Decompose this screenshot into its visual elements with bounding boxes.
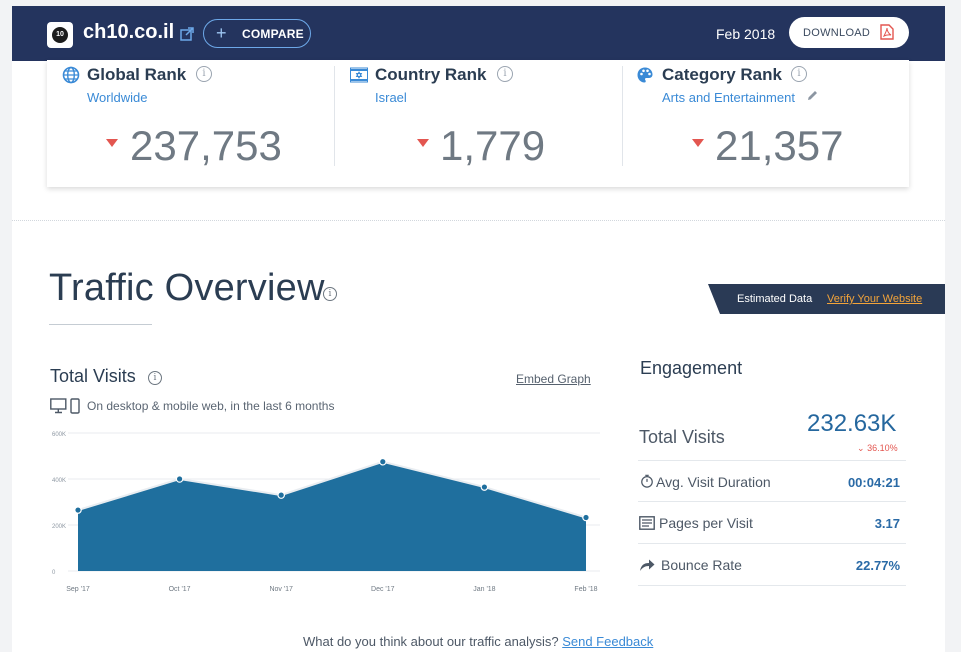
area-fill xyxy=(78,461,586,571)
total-visits-change-value: 36.10% xyxy=(867,443,898,453)
engagement-total-visits-value: 232.63K xyxy=(807,410,897,437)
decline-arrow-icon xyxy=(417,139,429,147)
verify-website-link[interactable]: Verify Your Website xyxy=(827,293,923,305)
country-rank-value: 1,779 xyxy=(440,122,546,169)
engagement-row-label: Bounce Rate xyxy=(661,557,742,573)
engagement-row-value: 00:04:21 xyxy=(847,475,900,490)
decline-arrow-icon xyxy=(692,139,704,147)
country-rank-scope: Israel xyxy=(375,90,407,105)
category-rank-panel: Category Rank i Arts and Entertainment 2… xyxy=(623,60,909,187)
category-rank-title: Category Rank xyxy=(662,65,782,84)
download-button[interactable]: DOWNLOAD xyxy=(789,17,909,48)
x-tick-label: Sep '17 xyxy=(66,586,90,593)
decline-chevron-icon: ⌄ xyxy=(857,443,865,453)
pdf-icon xyxy=(880,24,894,40)
country-rank-panel: Country Rank i Israel 1,779 xyxy=(335,60,622,187)
info-icon[interactable]: i xyxy=(196,66,212,82)
series-line xyxy=(77,460,587,519)
device-note: On desktop & mobile web, in the last 6 m… xyxy=(87,399,335,413)
engagement-row-label: Avg. Visit Duration xyxy=(656,474,771,490)
data-point xyxy=(582,513,590,522)
info-icon[interactable]: i xyxy=(323,287,337,301)
pencil-icon[interactable] xyxy=(806,89,819,102)
device-icons xyxy=(50,398,82,414)
download-label: DOWNLOAD xyxy=(803,27,871,39)
x-tick-label: Oct '17 xyxy=(169,586,191,593)
engagement-title: Engagement xyxy=(640,358,743,378)
global-rank-title: Global Rank xyxy=(87,65,187,84)
compare-label: COMPARE xyxy=(242,27,304,41)
data-point xyxy=(378,457,387,466)
category-rank-scope[interactable]: Arts and Entertainment xyxy=(662,90,795,105)
rank-divider xyxy=(334,66,335,166)
engagement-row-value: 3.17 xyxy=(874,516,900,531)
embed-graph-link[interactable]: Embed Graph xyxy=(516,372,591,386)
palette-icon xyxy=(637,67,653,83)
category-rank-value: 21,357 xyxy=(715,122,844,169)
info-icon[interactable]: i xyxy=(497,66,513,82)
estimated-data-label: Estimated Data xyxy=(737,293,813,305)
y-tick-label: 600K xyxy=(52,432,66,438)
y-tick-label: 0 xyxy=(52,570,56,576)
stopwatch-icon xyxy=(641,474,653,488)
bounce-arrow-icon xyxy=(640,559,655,571)
send-feedback-link[interactable]: Send Feedback xyxy=(562,634,654,649)
total-visits-chart: 0 200K 400K 600K Sep '17 Oct '17 Nov '17 Dec '1… xyxy=(52,432,600,593)
engagement-row-value: 22.77% xyxy=(855,558,900,573)
x-tick-label: Jan '18 xyxy=(473,586,495,593)
engagement-total-visits-label: Total Visits xyxy=(639,427,725,447)
date-selector[interactable]: Feb 2018 xyxy=(716,26,776,42)
section-divider xyxy=(12,220,945,221)
total-visits-change: ⌄ 36.10% xyxy=(857,443,898,454)
engagement-total-visits-row xyxy=(638,405,906,461)
data-point xyxy=(175,475,184,483)
site-favicon: 10 xyxy=(47,22,73,48)
globe-icon xyxy=(62,66,80,84)
y-tick-label: 200K xyxy=(52,524,66,530)
x-tick-label: Feb '18 xyxy=(574,586,597,593)
x-tick-label: Dec '17 xyxy=(371,586,395,593)
feedback-question: What do you think about our traffic anal… xyxy=(303,634,559,649)
site-favicon-text: 10 xyxy=(52,27,68,43)
decline-arrow-icon xyxy=(106,139,118,147)
site-name: ch10.co.il xyxy=(83,21,175,43)
total-visits-title: Total Visits xyxy=(50,366,136,386)
engagement-row-label: Pages per Visit xyxy=(659,515,753,531)
global-rank-panel: Global Rank i Worldwide 237,753 xyxy=(47,60,334,187)
data-point xyxy=(74,506,82,514)
ranks-card: Global Rank i Worldwide 237,753 Country … xyxy=(47,60,909,187)
desktop-mobile-icon xyxy=(50,398,80,414)
title-underline xyxy=(49,324,152,325)
page-title: Traffic Overview xyxy=(49,267,325,309)
data-point xyxy=(480,483,489,491)
rank-divider xyxy=(622,66,623,166)
estimated-data-banner: Estimated Data Verify Your Website xyxy=(708,284,945,314)
y-tick-label: 400K xyxy=(52,478,66,484)
data-point xyxy=(277,491,286,499)
plus-icon: + xyxy=(216,23,227,43)
site-header: 10 ch10.co.il + COMPARE Feb 2018 DOWNLOA… xyxy=(12,6,945,61)
info-icon[interactable]: i xyxy=(791,66,807,82)
info-icon[interactable]: i xyxy=(148,371,162,385)
feedback-prompt: What do you think about our traffic anal… xyxy=(303,634,653,649)
global-rank-scope: Worldwide xyxy=(87,90,148,105)
global-rank-value: 237,753 xyxy=(130,122,282,169)
country-rank-title: Country Rank xyxy=(375,65,487,84)
engagement-row: Pages per Visit 3.17 xyxy=(638,502,906,544)
israel-flag-icon xyxy=(350,67,368,83)
engagement-row: Bounce Rate 22.77% xyxy=(638,544,906,586)
compare-button[interactable]: + COMPARE xyxy=(203,19,311,48)
pages-icon xyxy=(639,516,655,530)
external-link-icon[interactable] xyxy=(180,27,194,41)
x-tick-label: Nov '17 xyxy=(269,586,293,593)
engagement-row: Avg. Visit Duration 00:04:21 xyxy=(638,461,906,502)
